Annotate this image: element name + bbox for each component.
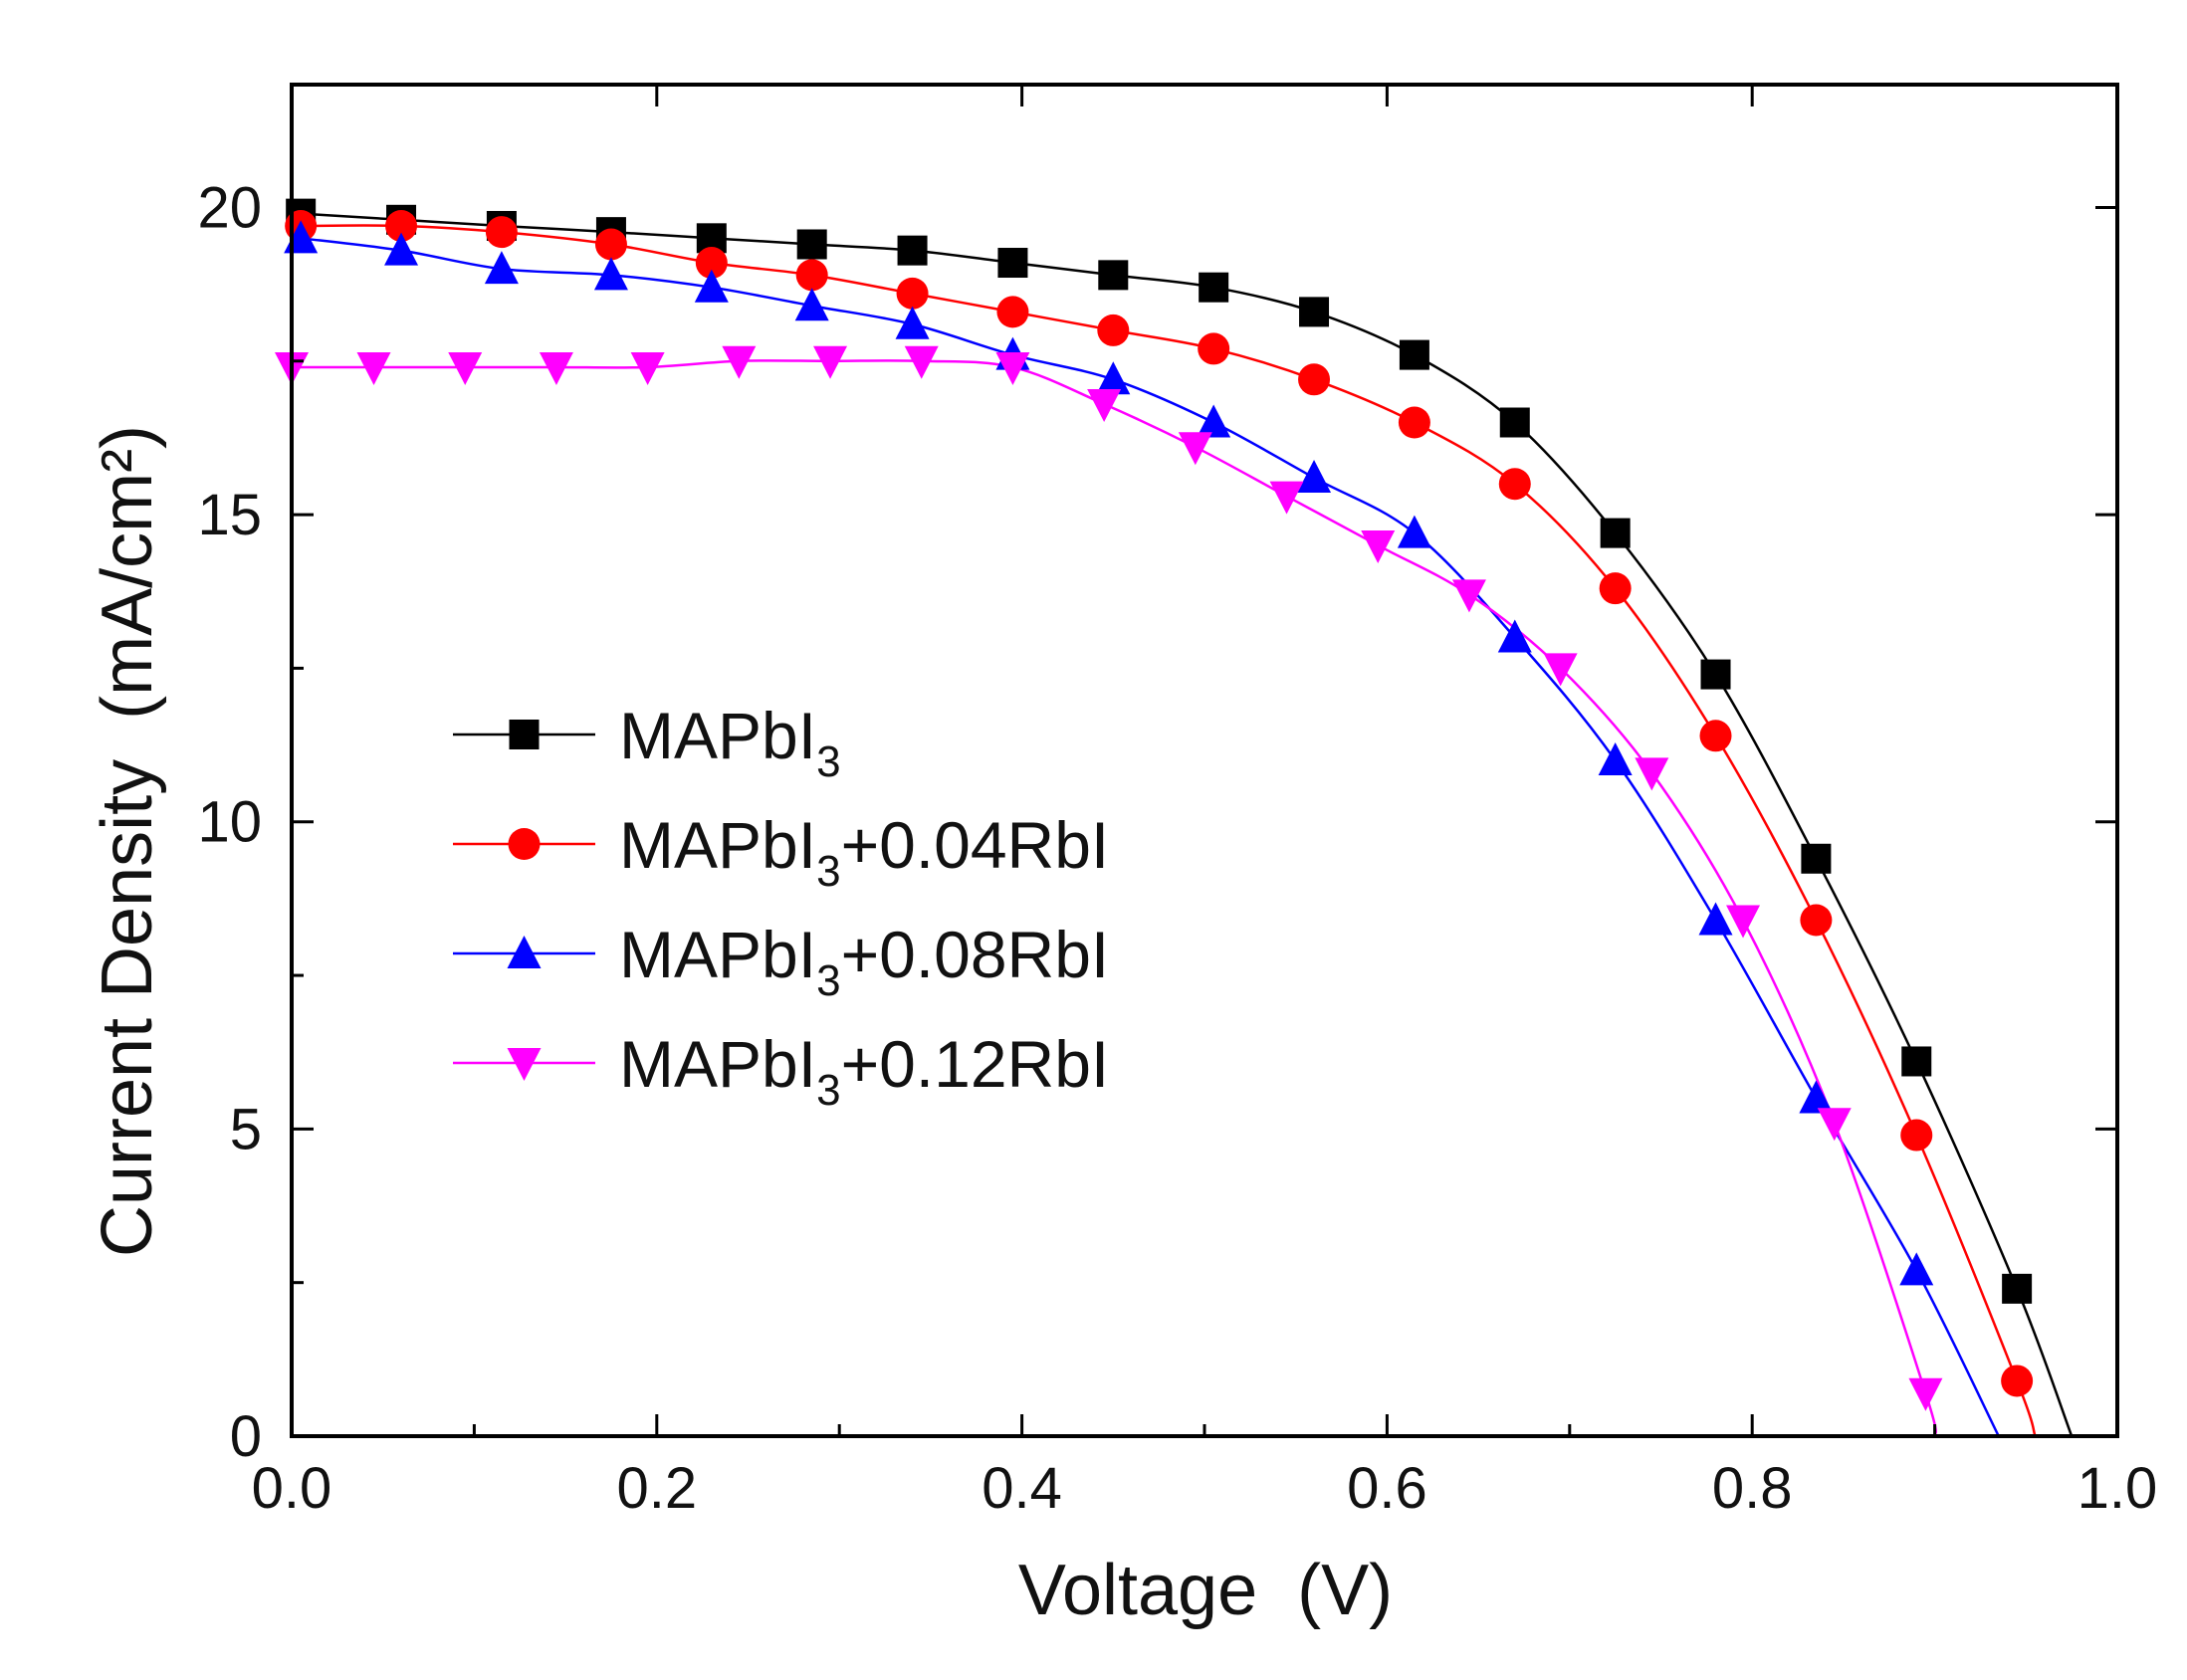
x-tick-label: 0.2 (616, 1456, 697, 1521)
axes: 0.0 0.2 0.4 0.6 0.8 1.0 0 5 10 15 20 (197, 85, 2157, 1521)
legend-marker (507, 1048, 542, 1081)
data-point (1726, 905, 1761, 939)
data-point (630, 351, 665, 385)
data-point (1799, 1080, 1834, 1114)
data-point (539, 351, 573, 385)
data-point (1700, 659, 1731, 690)
y-tick-label: 5 (230, 1097, 262, 1161)
data-point (795, 259, 828, 292)
x-tick-label: 0.8 (1712, 1456, 1793, 1521)
series-line-4 (291, 359, 1937, 1437)
legend-marker (509, 720, 540, 749)
data-point (796, 229, 827, 260)
data-point (1635, 757, 1669, 791)
data-point (485, 216, 518, 249)
data-point (1096, 361, 1131, 395)
data-point (384, 232, 419, 266)
x-tick-label: 1.0 (2078, 1456, 2158, 1521)
data-point (1451, 579, 1486, 613)
data-point (1801, 843, 1832, 874)
data-point (897, 235, 928, 266)
data-point (1908, 1377, 1943, 1411)
x-tick-label: 0.6 (1347, 1456, 1427, 1521)
data-point (997, 248, 1028, 279)
data-point (2002, 1273, 2033, 1304)
legend: MAPbI3 MAPbI3+0.04RbI MAPbI3+0.08RbI MAPbI3… (453, 699, 1109, 1115)
data-point (794, 288, 829, 321)
y-tick-label: 10 (197, 790, 262, 855)
data-point (896, 277, 929, 310)
data-point (1178, 432, 1212, 466)
series-line-2 (301, 224, 2037, 1437)
data-point (694, 269, 729, 303)
data-point (594, 228, 627, 261)
legend-label: MAPbI3+0.04RbI (619, 808, 1109, 896)
data-point (1900, 1119, 1933, 1152)
legend-marker (507, 936, 542, 968)
data-point (1397, 515, 1431, 548)
x-tick-label: 0.0 (252, 1456, 332, 1521)
data-point (1498, 468, 1531, 501)
data-point (484, 251, 519, 285)
data-point (996, 296, 1029, 328)
data-point (813, 345, 848, 379)
data-point (1399, 339, 1429, 370)
data-point (722, 345, 757, 379)
data-point (1269, 481, 1304, 515)
data-point (1087, 388, 1122, 422)
legend-label: MAPbI3+0.12RbI (619, 1027, 1109, 1115)
data-point (1199, 272, 1229, 303)
x-tick-label: 0.4 (982, 1456, 1062, 1521)
data-point (1600, 518, 1631, 548)
data-point (1800, 904, 1833, 937)
series-line-3 (301, 237, 2000, 1437)
data-point (995, 351, 1030, 385)
y-tick-label: 20 (197, 175, 262, 240)
data-point (1197, 404, 1231, 438)
data-point (1817, 1108, 1852, 1142)
y-axis-label: Current Density (mA/cm²) (88, 425, 167, 1257)
series-markers (275, 198, 2034, 1411)
data-point (1499, 407, 1530, 438)
data-point (1899, 1252, 1934, 1286)
data-point (1497, 619, 1532, 653)
data-point (1198, 332, 1230, 365)
data-point (1297, 460, 1332, 494)
data-point (1098, 260, 1129, 291)
data-point (1901, 1046, 1932, 1077)
data-point (1361, 529, 1396, 563)
data-point (1698, 902, 1733, 936)
y-tick-label: 15 (197, 483, 262, 547)
legend-label: MAPbI3 (619, 699, 841, 786)
data-point (1543, 653, 1578, 687)
data-point (593, 257, 628, 291)
data-point (1097, 314, 1130, 346)
x-axis-label: Voltage (V) (1018, 1551, 1393, 1630)
data-point (904, 345, 939, 379)
y-tick-label: 0 (230, 1404, 262, 1469)
series-curves (291, 212, 2074, 1437)
data-point (1398, 406, 1430, 439)
data-point (356, 351, 391, 385)
data-point (1699, 720, 1732, 752)
data-point (385, 209, 418, 242)
data-point (895, 306, 930, 339)
data-point (695, 247, 728, 280)
data-point (1599, 572, 1632, 605)
data-point (1299, 297, 1330, 327)
series-line-1 (301, 212, 2074, 1437)
data-point (2001, 1365, 2034, 1397)
legend-marker (508, 828, 541, 860)
legend-label: MAPbI3+0.08RbI (619, 918, 1109, 1005)
data-point (448, 351, 483, 385)
data-point (1298, 363, 1331, 396)
data-point (1598, 742, 1633, 775)
